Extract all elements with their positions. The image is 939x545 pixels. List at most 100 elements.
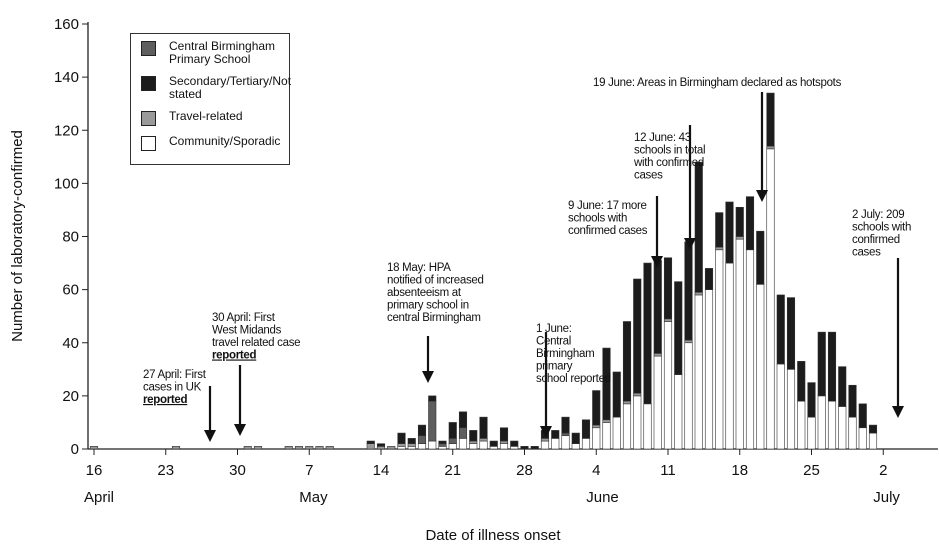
- bar-segment: [479, 438, 488, 442]
- bar-segment: [735, 206, 744, 237]
- bar-segment: [725, 262, 734, 450]
- bar-segment: [622, 400, 632, 405]
- bar-segment: [417, 443, 427, 450]
- bar-segment: [325, 446, 334, 450]
- bar-segment: [417, 424, 427, 437]
- bar-segment: [715, 212, 724, 248]
- annotation-text: central Birmingham: [387, 312, 481, 324]
- annotation-emphasis: reported: [143, 394, 188, 406]
- bar-segment: [243, 446, 252, 450]
- bar-segment: [397, 446, 406, 450]
- bar-segment: [499, 427, 509, 442]
- bar-segment: [797, 361, 806, 402]
- annotation-text: 2 July: 209: [852, 209, 904, 221]
- bar-segment: [745, 249, 755, 450]
- bar-segment: [817, 395, 826, 450]
- bar-segment: [827, 331, 837, 402]
- bar-segment: [807, 416, 816, 450]
- bar-segment: [428, 400, 437, 442]
- bar-segment: [704, 268, 714, 290]
- arrow-head: [204, 430, 216, 442]
- bar-segment: [561, 432, 570, 437]
- bar-segment: [663, 318, 673, 322]
- bar-segment: [376, 443, 386, 447]
- bar-segment: [561, 416, 570, 434]
- bar-segment: [397, 443, 406, 447]
- bar-segment: [581, 419, 591, 439]
- bar-segment: [745, 196, 755, 251]
- annotation-text: notified of increased: [387, 275, 484, 287]
- bar-segment: [756, 230, 765, 285]
- legend-item: Community/Sporadic: [141, 135, 289, 151]
- bar-segment: [694, 161, 703, 293]
- bar-segment: [684, 342, 693, 450]
- bar-segment: [376, 446, 386, 450]
- y-tick-label: 80: [62, 229, 79, 246]
- y-tick-label: 140: [54, 69, 79, 86]
- bar-segment: [663, 257, 673, 320]
- bar-segment: [438, 440, 447, 444]
- month-label: June: [586, 489, 619, 506]
- legend-label: Secondary/Tertiary/Not stated: [169, 74, 292, 101]
- bar-segment: [479, 440, 488, 450]
- x-tick-label: 4: [592, 462, 600, 479]
- bar-segment: [807, 382, 816, 418]
- bar-segment: [479, 416, 488, 439]
- bar-segment: [633, 392, 642, 397]
- x-tick-label: 14: [373, 462, 390, 479]
- legend-item: Secondary/Tertiary/Not stated: [141, 74, 292, 101]
- bar-segment: [653, 260, 662, 354]
- annotation-text: cases: [634, 170, 663, 182]
- annotation-text: school reported: [536, 373, 611, 385]
- annotation-text: confirmed cases: [568, 225, 648, 237]
- bar-segment: [715, 246, 724, 251]
- month-label: July: [873, 489, 900, 506]
- annotation-text: schools with: [568, 213, 627, 225]
- bar-segment: [838, 406, 847, 450]
- x-tick-label: 7: [305, 462, 313, 479]
- bar-segment: [366, 440, 375, 444]
- y-axis-label: Number of laboratory-confirmed: [9, 130, 26, 342]
- y-tick-label: 0: [71, 441, 79, 458]
- legend-item: Travel-related: [141, 110, 289, 126]
- bar-segment: [858, 403, 867, 429]
- y-tick-label: 160: [54, 16, 79, 33]
- bar-segment: [622, 321, 632, 402]
- bar-segment: [438, 446, 447, 450]
- x-tick-label: 18: [731, 462, 748, 479]
- bar-segment: [458, 438, 468, 450]
- bar-segment: [602, 347, 611, 421]
- bar-segment: [868, 424, 878, 434]
- annotation-emphasis: reported: [212, 350, 257, 362]
- bar-segment: [407, 443, 416, 447]
- bar-segment: [397, 432, 406, 444]
- bar-segment: [499, 440, 509, 444]
- x-tick-label: 30: [229, 462, 246, 479]
- bar-segment: [817, 331, 826, 397]
- bar-segment: [469, 430, 478, 442]
- bar-segment: [469, 440, 478, 444]
- annotation-text: 30 April: First: [212, 312, 276, 324]
- bar-segment: [387, 446, 396, 450]
- annotation: 19 June: Areas in Birmingham declared as…: [593, 77, 842, 202]
- bar-segment: [89, 446, 99, 450]
- bar-segment: [592, 424, 601, 429]
- bar-segment: [766, 92, 775, 147]
- y-tick-label: 40: [62, 335, 79, 352]
- annotation-text: cases in UK: [143, 382, 202, 394]
- bar-segment: [540, 440, 550, 450]
- bar-segment: [633, 278, 642, 394]
- bar-segment: [448, 438, 457, 444]
- y-tick-label: 20: [62, 388, 79, 405]
- legend-label: Central Birmingham Primary School: [169, 39, 276, 66]
- bar-segment: [489, 446, 498, 450]
- month-label: April: [84, 489, 114, 506]
- bar-segment: [838, 366, 847, 407]
- annotation-text: 18 May: HPA: [387, 262, 451, 274]
- bar-segment: [694, 291, 703, 296]
